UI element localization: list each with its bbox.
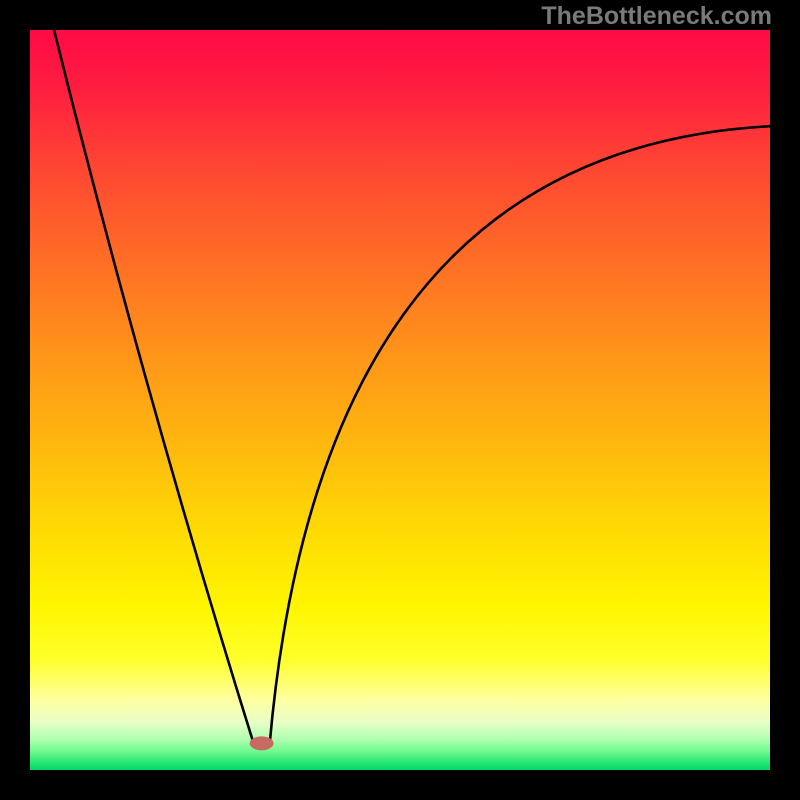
chart-frame <box>0 0 800 800</box>
chart-background <box>30 30 770 770</box>
minimum-marker <box>250 736 274 750</box>
watermark-text: TheBottleneck.com <box>541 2 772 31</box>
bottleneck-chart <box>30 30 770 770</box>
